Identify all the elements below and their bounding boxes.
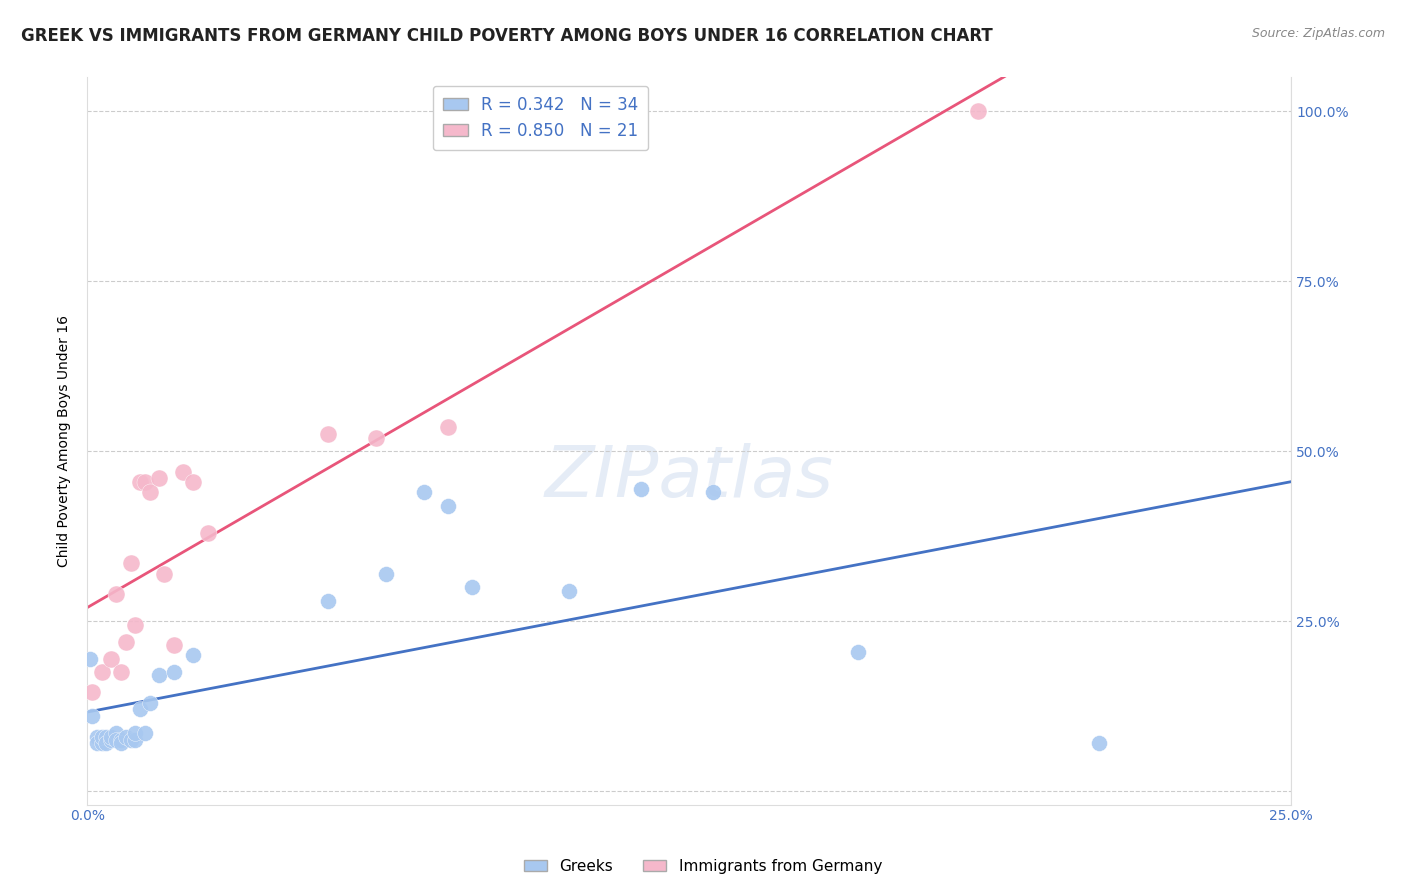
Point: [139, 485, 162, 500]
Point: [413, 485, 436, 500]
Point: [1087, 736, 1109, 750]
Point: [163, 638, 186, 652]
Point: [96, 736, 118, 750]
Point: [105, 726, 128, 740]
Point: [181, 648, 204, 662]
Point: [129, 475, 152, 489]
Point: [80, 685, 103, 699]
Text: Source: ZipAtlas.com: Source: ZipAtlas.com: [1251, 27, 1385, 40]
Point: [134, 475, 156, 489]
Point: [100, 730, 122, 744]
Point: [366, 431, 388, 445]
Point: [100, 651, 122, 665]
Text: GREEK VS IMMIGRANTS FROM GERMANY CHILD POVERTY AMONG BOYS UNDER 16 CORRELATION C: GREEK VS IMMIGRANTS FROM GERMANY CHILD P…: [21, 27, 993, 45]
Y-axis label: Child Poverty Among Boys Under 16: Child Poverty Among Boys Under 16: [58, 315, 72, 567]
Point: [120, 733, 142, 747]
Point: [124, 617, 146, 632]
Point: [197, 525, 219, 540]
Point: [114, 730, 136, 744]
Point: [124, 733, 146, 747]
Point: [702, 485, 724, 500]
Legend: Greeks, Immigrants from Germany: Greeks, Immigrants from Germany: [517, 853, 889, 880]
Point: [100, 733, 122, 747]
Point: [437, 420, 460, 434]
Point: [114, 634, 136, 648]
Legend: R = 0.342   N = 34, R = 0.850   N = 21: R = 0.342 N = 34, R = 0.850 N = 21: [433, 86, 648, 150]
Point: [316, 427, 339, 442]
Point: [139, 696, 162, 710]
Point: [124, 726, 146, 740]
Point: [110, 665, 132, 679]
Point: [163, 665, 186, 679]
Point: [846, 645, 869, 659]
Point: [558, 583, 581, 598]
Point: [110, 733, 132, 747]
Point: [148, 668, 170, 682]
Point: [90, 730, 112, 744]
Point: [374, 566, 396, 581]
Point: [79, 651, 101, 665]
Point: [105, 733, 128, 747]
Point: [134, 726, 156, 740]
Point: [630, 482, 652, 496]
Point: [120, 557, 142, 571]
Point: [173, 465, 195, 479]
Point: [316, 593, 339, 607]
Point: [80, 709, 103, 723]
Point: [105, 587, 128, 601]
Point: [129, 702, 152, 716]
Point: [96, 730, 118, 744]
Point: [153, 566, 176, 581]
Point: [90, 736, 112, 750]
Point: [86, 736, 108, 750]
Point: [148, 471, 170, 485]
Point: [181, 475, 204, 489]
Point: [86, 730, 108, 744]
Point: [967, 104, 990, 119]
Point: [461, 580, 484, 594]
Text: ZIPatlas: ZIPatlas: [544, 443, 834, 512]
Point: [90, 665, 112, 679]
Point: [110, 736, 132, 750]
Point: [437, 499, 460, 513]
